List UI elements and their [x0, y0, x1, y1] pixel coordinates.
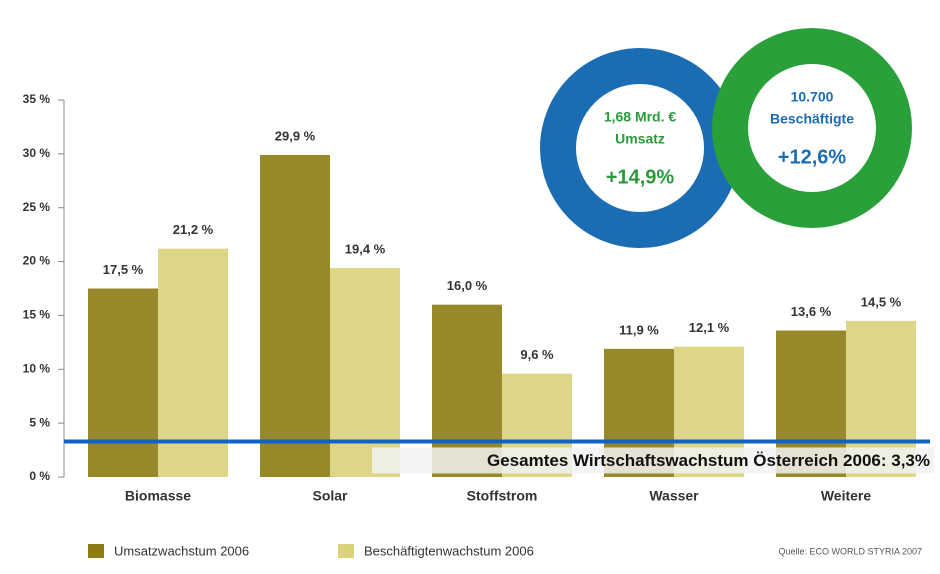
ring: [730, 46, 894, 210]
reference-label: Gesamtes Wirtschaftswachstum Österreich …: [487, 451, 930, 470]
ring: [558, 66, 722, 230]
value-label: 11,9 %: [619, 322, 659, 337]
y-tick-label: 35 %: [23, 92, 51, 106]
value-label: 16,0 %: [447, 278, 488, 293]
x-tick-label: Biomasse: [125, 488, 191, 504]
value-label: 29,9 %: [275, 128, 316, 143]
value-label: 14,5 %: [861, 294, 902, 309]
legend-label: Beschäftigtenwachstum 2006: [364, 543, 534, 558]
value-label: 12,1 %: [689, 320, 730, 335]
bar: [330, 268, 400, 477]
y-tick-label: 0 %: [29, 469, 50, 483]
chart: 0 % 5 % 10 % 15 % 20 % 25 % 30 % 35 % 17,5 % 21,2…: [0, 0, 940, 574]
legend-swatch: [338, 544, 354, 558]
ring-text: Beschäftigte: [770, 111, 854, 127]
y-tick-label: 25 %: [23, 200, 51, 214]
ring-text: 1,68 Mrd. €: [604, 109, 677, 125]
y-tick-label: 10 %: [23, 361, 51, 375]
x-tick-label: Stoffstrom: [467, 488, 538, 504]
x-tick-label: Wasser: [649, 488, 699, 504]
ring-text: +12,6%: [778, 146, 847, 168]
y-tick-label: 5 %: [29, 415, 50, 429]
x-tick-label: Weitere: [821, 488, 872, 504]
bar: [260, 155, 330, 477]
value-label: 9,6 %: [520, 347, 554, 362]
value-label: 19,4 %: [345, 241, 386, 256]
value-label: 21,2 %: [173, 222, 214, 237]
source: Quelle: ECO WORLD STYRIA 2007: [778, 546, 922, 556]
legend-label: Umsatzwachstum 2006: [114, 543, 249, 558]
y-tick-label: 30 %: [23, 146, 51, 160]
legend-swatch: [88, 544, 104, 558]
x-tick-label: Solar: [312, 488, 348, 504]
ring-text: +14,9%: [606, 166, 675, 188]
value-label: 17,5 %: [103, 262, 144, 277]
y-tick-label: 20 %: [23, 254, 51, 268]
bar: [88, 289, 158, 478]
y-tick-label: 15 %: [23, 308, 51, 322]
ring-text: 10.700: [791, 89, 834, 105]
ring-text: Umsatz: [615, 131, 665, 147]
value-label: 13,6 %: [791, 304, 832, 319]
